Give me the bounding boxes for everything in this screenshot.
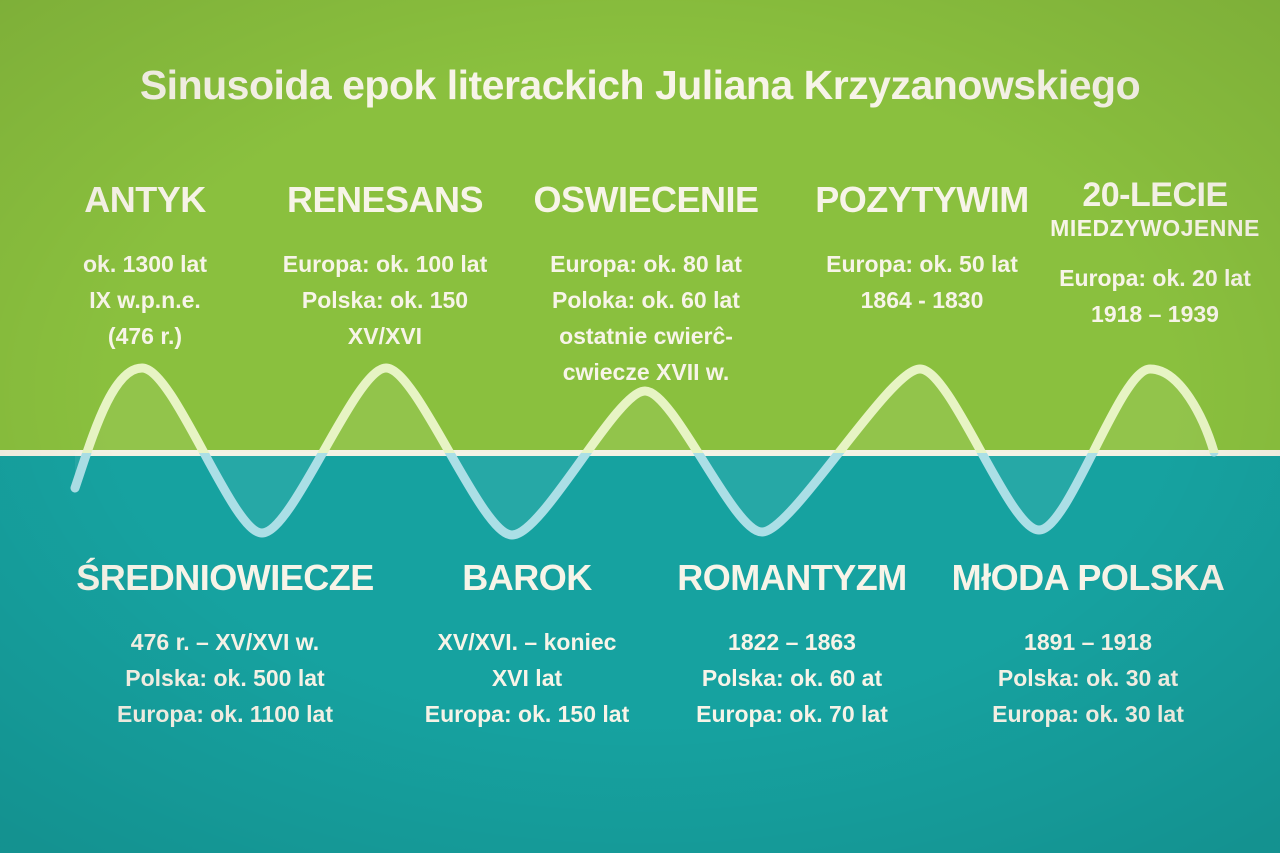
epoch-details: Europa: ok. 100 lat Polska: ok. 150 XV/X…: [283, 246, 488, 354]
epoch-title: RENESANS: [286, 179, 484, 220]
epoch-details: ok. 1300 lat IX w.p.n.e. (476 r.): [83, 246, 207, 354]
epoch-title: ROMANTYZM: [677, 557, 907, 598]
epoch-title: ANTYK: [84, 179, 206, 220]
epoch-detail: ostatnie cwierĉ-: [559, 323, 733, 349]
epoch-detail: Polska: ok. 150: [301, 287, 469, 313]
epoch-detail: Europa: ok. 30 lat: [992, 701, 1184, 727]
epoch-title: OSWIECENIE: [533, 179, 759, 220]
epoch-detail: 476 r. – XV/XVI w.: [130, 629, 320, 655]
epoch-title: POZYTYWIM: [815, 179, 1029, 220]
epoch-title: ŚREDNIOWIECZE: [76, 557, 374, 598]
epoch-column-romantyzm: ROMANTYZM 1822 – 1863 Polska: ok. 60 at …: [677, 557, 907, 732]
epoch-detail: cwiecze XVII w.: [562, 359, 730, 385]
top-band: [0, 0, 1280, 452]
epoch-detail: XVI lat: [491, 665, 563, 691]
epoch-detail: Polska: ok. 30 at: [997, 665, 1179, 691]
epoch-details: XV/XVI. – koniec XVI lat Europa: ok. 150…: [425, 624, 630, 732]
epoch-title: 20-LECIE: [1082, 176, 1228, 214]
epoch-detail: Europa: ok. 80 lat: [550, 251, 742, 277]
epoch-detail: ok. 1300 lat: [82, 251, 208, 277]
epoch-detail: 1864 - 1830: [860, 287, 984, 313]
epoch-details: Europa: ok. 20 lat 1918 – 1939: [1050, 260, 1260, 332]
epoch-column-renesans: RENESANS Europa: ok. 100 lat Polska: ok.…: [283, 180, 488, 354]
epoch-detail: Europa: ok. 70 lat: [696, 701, 888, 727]
timeline-axis: [0, 450, 1280, 456]
epoch-column-dwudziestolecie: 20-LECIE MIEDZYWOJENNE Europa: ok. 20 la…: [1050, 176, 1260, 332]
epoch-detail: 1918 – 1939: [1091, 301, 1219, 327]
epoch-detail: XV/XVI. – koniec: [437, 629, 617, 655]
epoch-detail: Europa: ok. 50 lat: [826, 251, 1018, 277]
epoch-details: Europa: ok. 50 lat 1864 - 1830: [815, 246, 1029, 318]
epoch-detail: 1891 – 1918: [1024, 629, 1152, 655]
epoch-title: MłODA POLSKA: [951, 557, 1225, 598]
epoch-detail: Polska: ok. 60 at: [701, 665, 883, 691]
epoch-column-barok: BAROK XV/XVI. – koniec XVI lat Europa: o…: [425, 558, 630, 732]
epoch-details: Europa: ok. 80 lat Poloka: ok. 60 lat os…: [533, 246, 758, 390]
epoch-details: 1891 – 1918 Polska: ok. 30 at Europa: ok…: [952, 624, 1225, 732]
epoch-detail: IX w.p.n.e.: [89, 287, 201, 313]
epoch-detail: Polska: ok. 500 lat: [125, 665, 325, 691]
epoch-column-mloda-polska: MłODA POLSKA 1891 – 1918 Polska: ok. 30 …: [952, 558, 1225, 732]
epoch-detail: 1822 – 1863: [728, 629, 856, 655]
epoch-column-oswiecenie: OSWIECENIE Europa: ok. 80 lat Poloka: ok…: [533, 179, 759, 390]
epoch-detail: XV/XVI: [347, 323, 423, 349]
epoch-detail: Europa: ok. 1100 lat: [116, 701, 334, 727]
epoch-column-sredniowiecze: ŚREDNIOWIECZE 476 r. – XV/XVI w. Polska:…: [76, 558, 374, 732]
epoch-column-antyk: ANTYK ok. 1300 lat IX w.p.n.e. (476 r.): [83, 180, 207, 354]
epoch-detail: Poloka: ok. 60 lat: [552, 287, 740, 313]
epoch-column-pozytywizm: POZYTYWIM Europa: ok. 50 lat 1864 - 1830: [815, 180, 1029, 318]
epoch-details: 1822 – 1863 Polska: ok. 60 at Europa: ok…: [677, 624, 906, 732]
epoch-detail: Europa: ok. 100 lat: [282, 251, 488, 277]
epoch-subtitle: MIEDZYWOJENNE: [1050, 215, 1260, 241]
page-title: Sinusoida epok literackich Juliana Krzyz…: [139, 62, 1141, 108]
epoch-details: 476 r. – XV/XVI w. Polska: ok. 500 lat E…: [76, 624, 374, 732]
bottom-band: [0, 452, 1280, 853]
epoch-detail: Europa: ok. 150 lat: [424, 701, 630, 727]
epoch-detail: (476 r.): [107, 323, 183, 349]
epoch-title: BAROK: [462, 557, 592, 598]
epoch-detail: Europa: ok. 20 lat: [1059, 265, 1251, 291]
